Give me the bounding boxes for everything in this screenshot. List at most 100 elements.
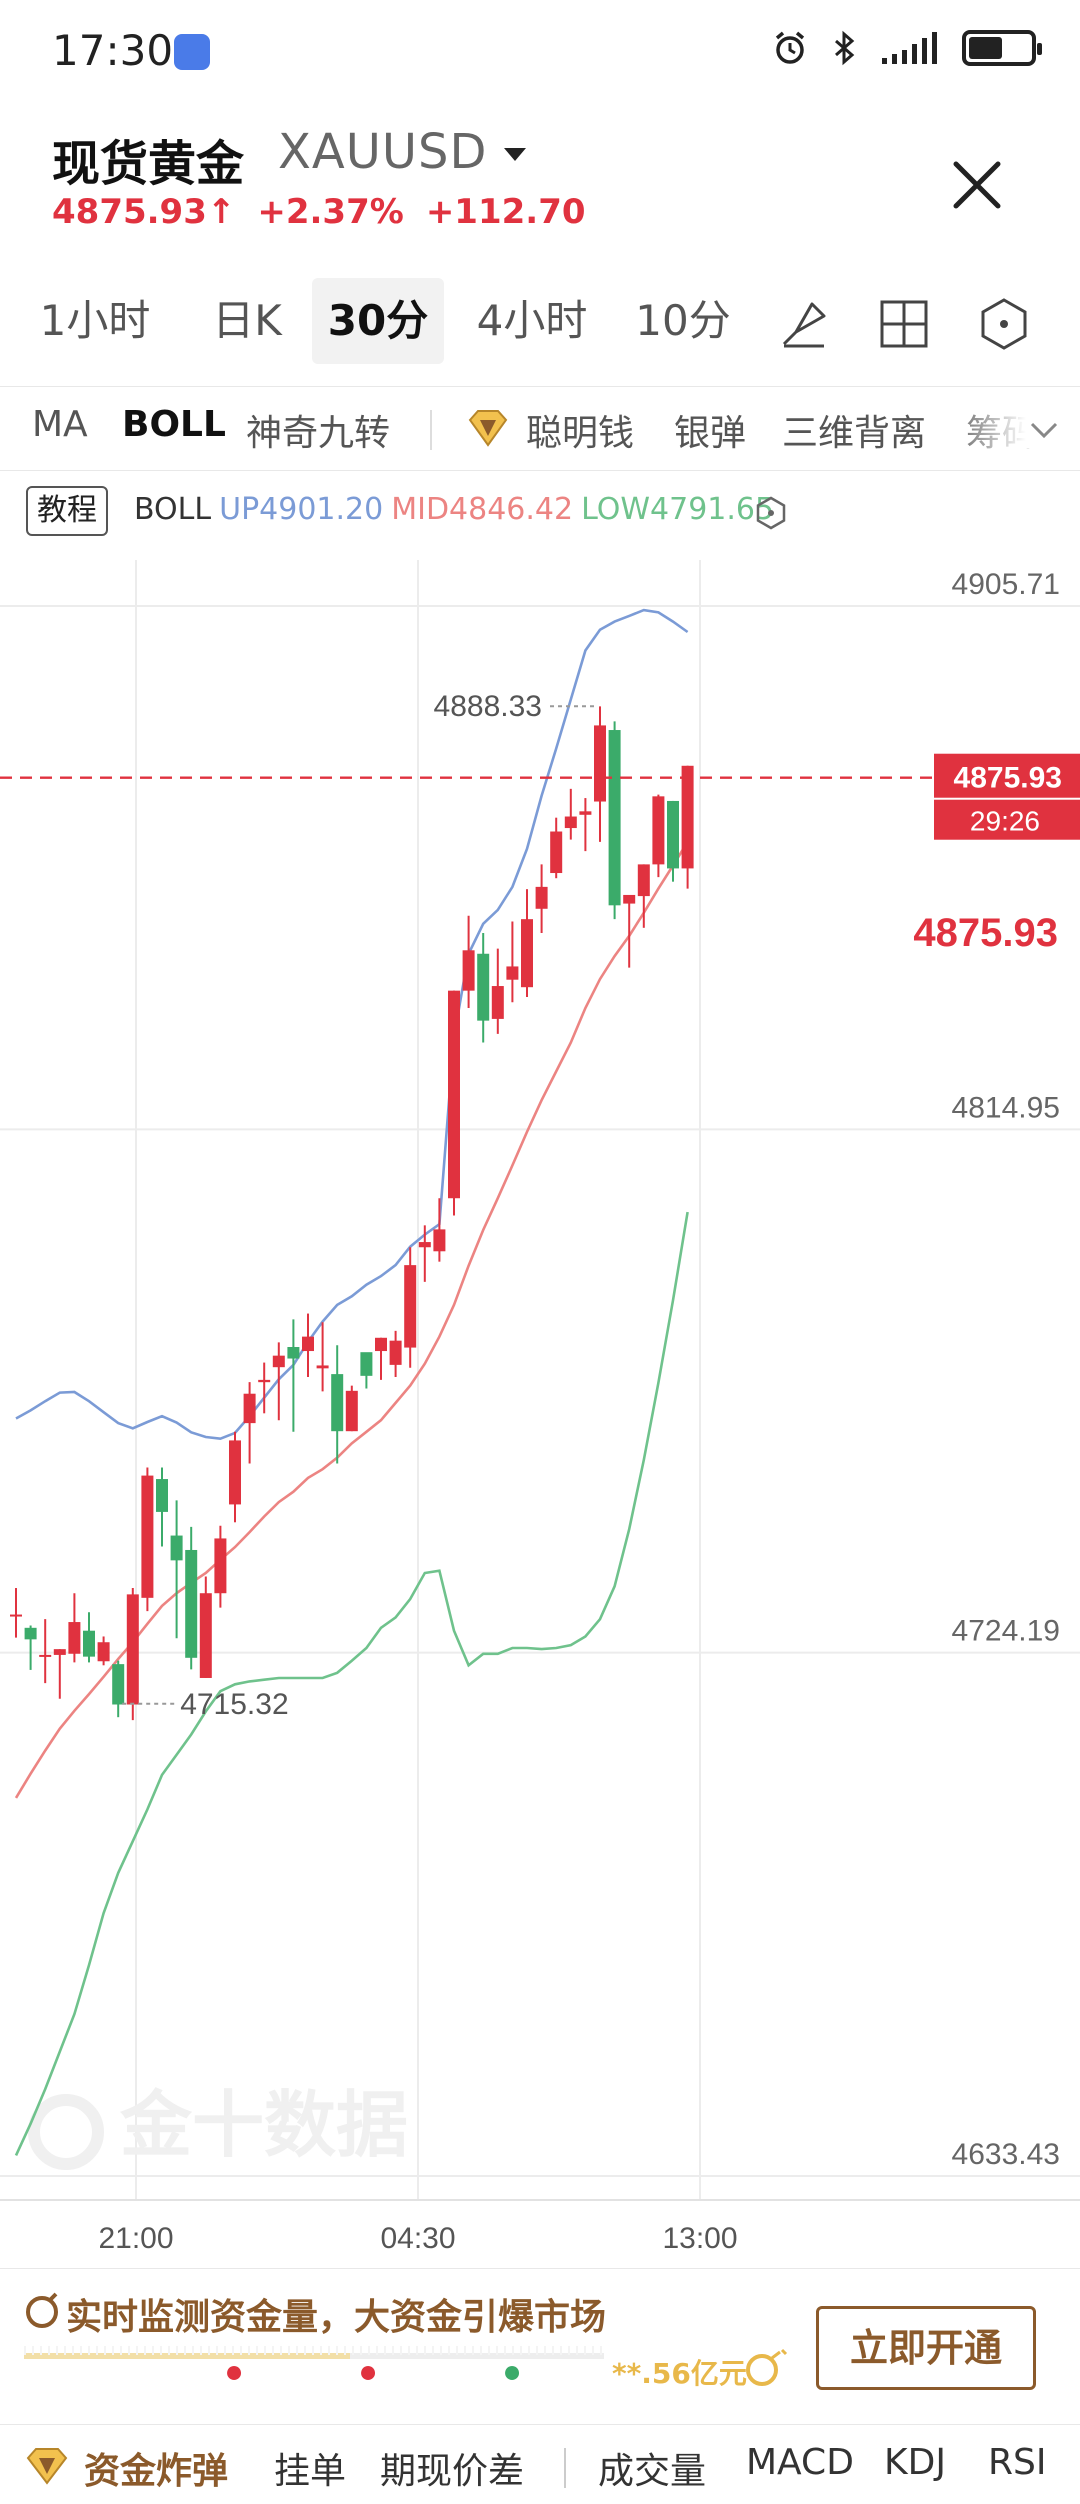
y-tick-label: 4814.95 bbox=[952, 1091, 1060, 1124]
candle-body bbox=[491, 986, 504, 1019]
candle-body bbox=[156, 1479, 168, 1512]
candle-body bbox=[258, 1379, 271, 1383]
separator bbox=[564, 2448, 566, 2488]
divider bbox=[0, 2424, 1080, 2425]
countdown-tag bbox=[934, 799, 1080, 840]
candle-body bbox=[579, 811, 592, 815]
candle-body bbox=[83, 1630, 95, 1657]
activate-button[interactable]: 立即开通 bbox=[816, 2306, 1036, 2390]
boll-settings-icon[interactable] bbox=[754, 496, 788, 530]
boll-mid-line bbox=[14, 841, 689, 1799]
coin-bomb-icon bbox=[746, 2348, 788, 2386]
candle-body bbox=[594, 725, 606, 802]
period-4h[interactable]: 4小时 bbox=[476, 296, 588, 345]
candle-body bbox=[375, 1337, 387, 1352]
indicator-nine[interactable]: 神奇九转 bbox=[246, 413, 391, 454]
last-price-tag-text: 4875.93 bbox=[954, 762, 1062, 795]
y-tick-label: 4905.71 bbox=[952, 568, 1060, 601]
boll-upper-line bbox=[15, 608, 689, 1441]
indicator-divergence[interactable]: 三维背离 bbox=[782, 413, 927, 454]
tab-rsi[interactable]: RSI bbox=[988, 2442, 1047, 2483]
fund-flow-bar bbox=[24, 2346, 604, 2380]
candle-body bbox=[97, 1642, 110, 1662]
period-day[interactable]: 日K bbox=[212, 296, 282, 345]
candle-body bbox=[608, 730, 621, 906]
candle-body bbox=[141, 1475, 154, 1598]
candle-body bbox=[623, 894, 636, 904]
period-1h[interactable]: 1小时 bbox=[39, 296, 151, 345]
instrument-code[interactable]: XAUUSD bbox=[278, 124, 488, 180]
candle-body bbox=[272, 1355, 285, 1368]
x-tick-label: 13:00 bbox=[662, 2222, 737, 2255]
close-icon[interactable] bbox=[942, 150, 1012, 220]
candle-body bbox=[637, 864, 650, 897]
candle-body bbox=[652, 796, 665, 865]
compass-app-icon bbox=[174, 34, 210, 70]
diamond-icon bbox=[468, 410, 508, 447]
caret-down-icon[interactable] bbox=[504, 148, 526, 161]
big-last-price: 4875.93 bbox=[913, 911, 1058, 955]
candle-body bbox=[667, 800, 679, 869]
bomb-icon bbox=[26, 2292, 58, 2328]
candle-body bbox=[521, 919, 533, 988]
tab-fund-bomb[interactable]: 资金炸弹 bbox=[84, 2451, 229, 2492]
bottom-indicator-tabs: 资金炸弹 挂单 期现价差 成交量 MACD KDJ RSI bbox=[0, 2430, 1080, 2504]
layout-grid-icon[interactable] bbox=[876, 296, 932, 352]
boll-values: BOLL UP4901.20 MID4846.42 LOW4791.65 bbox=[134, 492, 774, 527]
candle-body bbox=[10, 1614, 22, 1617]
tab-volume[interactable]: 成交量 bbox=[598, 2451, 707, 2492]
countdown-text: 29:26 bbox=[970, 806, 1040, 837]
period-10m[interactable]: 10分 bbox=[635, 296, 731, 345]
indicator-silver-bullet[interactable]: 银弹 bbox=[674, 413, 747, 454]
candle-body bbox=[462, 950, 475, 991]
candle-body bbox=[287, 1347, 300, 1359]
tab-kdj[interactable]: KDJ bbox=[884, 2442, 946, 2483]
last-price-tag bbox=[934, 753, 1080, 798]
candle-body bbox=[68, 1622, 81, 1654]
alarm-icon bbox=[775, 31, 805, 64]
settings-hexagon-icon[interactable] bbox=[976, 296, 1032, 352]
candle-body bbox=[681, 765, 694, 869]
candle-body bbox=[39, 1654, 52, 1657]
candle-body bbox=[243, 1393, 256, 1424]
candle-body bbox=[229, 1440, 241, 1505]
watermark-logo bbox=[28, 2094, 104, 2170]
bluetooth-icon bbox=[835, 30, 855, 66]
boll-label: BOLL bbox=[134, 492, 212, 527]
promo-money: **.56亿元 bbox=[612, 2357, 747, 2390]
indicator-boll[interactable]: BOLL bbox=[122, 404, 226, 445]
change-percent: +2.37% bbox=[257, 192, 404, 232]
tab-spread[interactable]: 期现价差 bbox=[380, 2451, 525, 2492]
candle-body bbox=[316, 1365, 329, 1369]
candle-body bbox=[345, 1390, 358, 1432]
tab-macd[interactable]: MACD bbox=[746, 2442, 854, 2483]
boll-mid-value: MID4846.42 bbox=[391, 492, 574, 527]
candle-body bbox=[418, 1242, 431, 1248]
draw-pen-icon[interactable] bbox=[776, 296, 832, 352]
status-time: 17:30 bbox=[52, 26, 174, 75]
candle-body bbox=[53, 1649, 66, 1655]
x-tick-label: 04:30 bbox=[380, 2222, 455, 2255]
chevron-down-icon[interactable] bbox=[1026, 412, 1062, 448]
candle-body bbox=[564, 816, 577, 829]
tutorial-button[interactable]: 教程 bbox=[26, 486, 108, 536]
indicator-ma[interactable]: MA bbox=[32, 404, 88, 445]
candle-body bbox=[448, 990, 460, 1199]
candle-body bbox=[24, 1627, 37, 1640]
candle-body bbox=[506, 966, 519, 980]
period-30m[interactable]: 30分 bbox=[312, 278, 444, 364]
candle-body bbox=[433, 1229, 446, 1252]
candle-body bbox=[331, 1374, 344, 1432]
candlestick-chart[interactable]: 金十数据 4905.71 4814.95 4724.19 4633.43 21:00 04… bbox=[0, 560, 1080, 2260]
divider bbox=[0, 386, 1080, 387]
boll-up-value: UP4901.20 bbox=[219, 492, 384, 527]
high-price-label: 4888.33 bbox=[434, 690, 542, 723]
low-price-label: 4715.32 bbox=[180, 1688, 288, 1721]
candle-body bbox=[550, 831, 563, 874]
fade-overlay bbox=[946, 392, 1026, 468]
change-amount: +112.70 bbox=[425, 192, 586, 232]
tab-orders[interactable]: 挂单 bbox=[274, 2451, 347, 2492]
quote-header: 现货黄金 XAUUSD 4875.93↑ +2.37% +112.70 bbox=[0, 110, 1080, 260]
indicator-smart-money[interactable]: 聪明钱 bbox=[526, 413, 635, 454]
period-selector: 1小时 日K 30分 4小时 10分 bbox=[0, 268, 1080, 378]
